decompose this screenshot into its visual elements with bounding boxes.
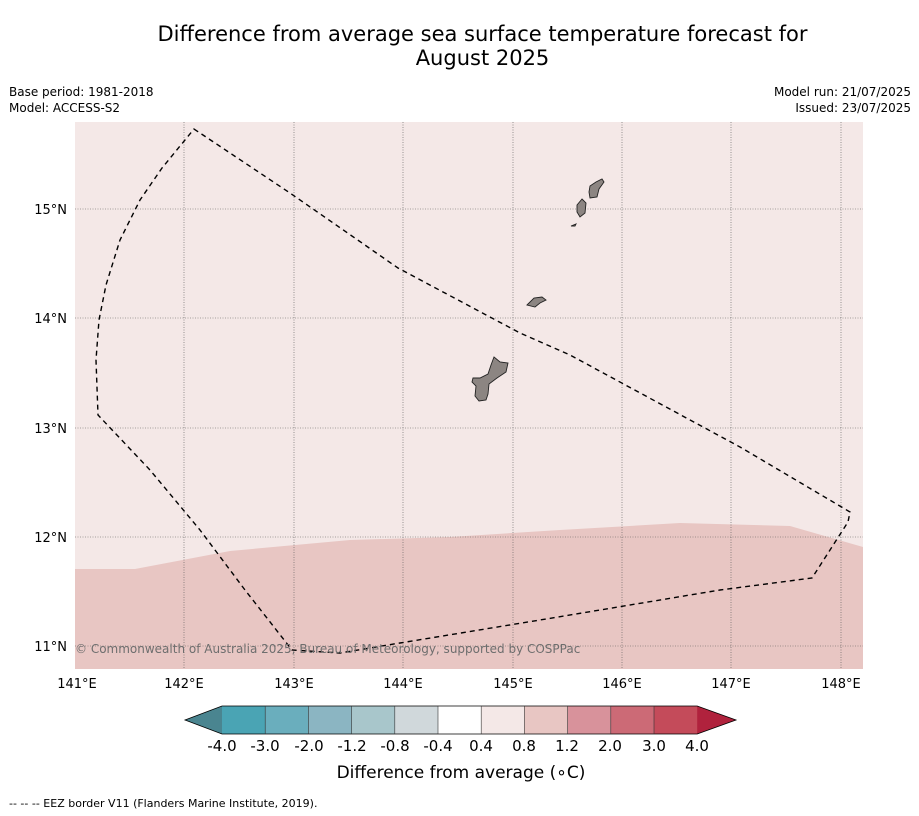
colorbar-swatch: [265, 706, 309, 734]
colorbar-label: 4.0: [685, 737, 709, 755]
lon-label-141e: 141°E: [57, 677, 97, 692]
colorbar-label: 0.8: [512, 737, 536, 755]
lon-label-143e: 143°E: [274, 677, 314, 692]
model-text: Model: ACCESS-S2: [9, 101, 121, 115]
colorbar-extend-high: [697, 706, 736, 734]
info-right: Model run: 21/07/2025 Issued: 23/07/2025: [774, 84, 911, 116]
colorbar-label: 3.0: [642, 737, 666, 755]
islands: [471, 178, 605, 402]
info-left: Base period: 1981-2018 Model: ACCESS-S2: [9, 84, 154, 116]
anomaly-region-0-8-to-1-2: [75, 523, 863, 669]
colorbar-swatch: [222, 706, 266, 734]
colorbar-label: 1.2: [555, 737, 579, 755]
eez-border: [95, 128, 851, 654]
colorbar-label: -2.0: [294, 737, 323, 755]
colorbar-swatch: [610, 706, 655, 734]
colorbar-swatch: [524, 706, 569, 734]
copyright-text: © Commonwealth of Australia 2025, Bureau…: [75, 642, 580, 656]
lat-label-12n: 12°N: [34, 531, 67, 546]
island-saipan: [588, 178, 605, 199]
title-line-2: August 2025: [415, 46, 550, 70]
colorbar-label: 0.4: [469, 737, 493, 755]
colorbar-swatch: [481, 706, 525, 734]
lat-label-13n: 13°N: [34, 422, 67, 437]
lat-axis-labels: 15°N 14°N 13°N 12°N 11°N: [34, 203, 67, 655]
colorbar-swatch: [351, 706, 396, 734]
chart-title: Difference from average sea surface temp…: [150, 22, 815, 70]
colorbar: [183, 705, 738, 735]
graticule: [75, 122, 863, 669]
lon-axis-labels: 141°E 142°E 143°E 144°E 145°E 146°E 147°…: [57, 677, 861, 692]
lat-label-14n: 14°N: [34, 312, 67, 327]
colorbar-labels: -4.0 -3.0 -2.0 -1.2 -0.8 -0.4 0.4 0.8 1.…: [207, 737, 709, 755]
lat-label-11n: 11°N: [34, 640, 67, 655]
model-run-text: Model run: 21/07/2025: [773, 85, 911, 99]
lat-label-15n: 15°N: [34, 203, 67, 218]
island-tinian: [576, 198, 587, 218]
colorbar-label: -0.4: [423, 737, 452, 755]
island-aguijan: [570, 223, 577, 227]
island-guam: [471, 356, 509, 402]
lon-label-148e: 148°E: [821, 677, 861, 692]
base-period-text: Base period: 1981-2018: [9, 85, 154, 99]
colorbar-label: -0.8: [380, 737, 409, 755]
colorbar-label: -3.0: [250, 737, 279, 755]
colorbar-label: -4.0: [207, 737, 236, 755]
colorbar-swatch: [654, 706, 698, 734]
eez-legend-footnote: -- -- -- EEZ border V11 (Flanders Marine…: [9, 797, 318, 810]
colorbar-outline: [183, 705, 738, 735]
colorbar-swatch: [308, 706, 353, 734]
colorbar-swatch: [394, 706, 439, 734]
colorbar-swatch: [567, 706, 612, 734]
lon-label-145e: 145°E: [493, 677, 533, 692]
title-line-1: Difference from average sea surface temp…: [157, 22, 808, 46]
colorbar-swatch: [438, 706, 482, 734]
colorbar-title: Difference from average (∘C): [336, 763, 586, 783]
colorbar-label: -1.2: [337, 737, 366, 755]
lon-label-142e: 142°E: [164, 677, 204, 692]
colorbar-label: 2.0: [598, 737, 622, 755]
issued-text: Issued: 23/07/2025: [795, 101, 911, 115]
island-rota: [526, 296, 547, 308]
lon-label-146e: 146°E: [602, 677, 642, 692]
lon-label-147e: 147°E: [711, 677, 751, 692]
colorbar-extend-low: [185, 706, 222, 734]
lon-label-144e: 144°E: [383, 677, 423, 692]
